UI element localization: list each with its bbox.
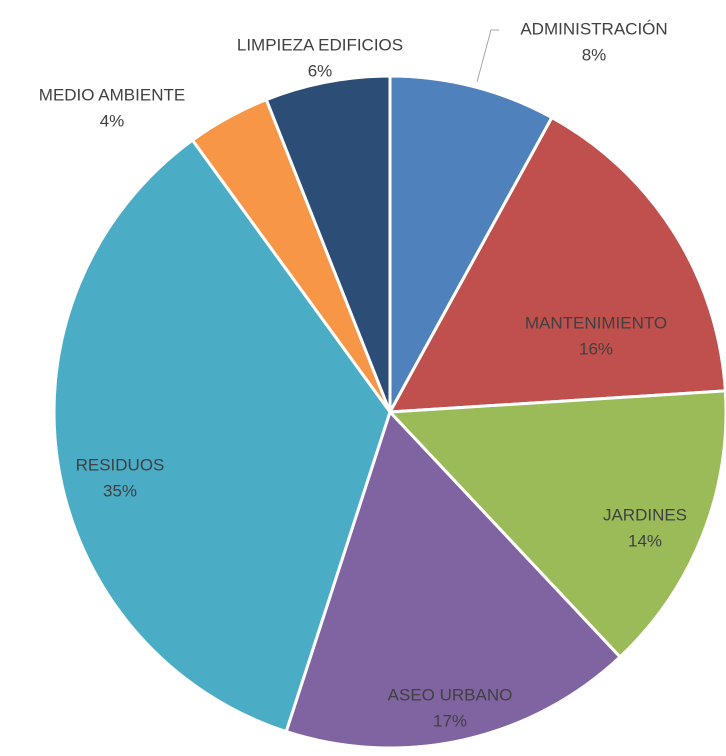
pie-slice [52, 138, 392, 734]
pie-slice [387, 115, 726, 414]
slice-value-label: 16% [579, 339, 613, 358]
slice-value-label: 14% [628, 531, 662, 550]
slice-value-label: 6% [308, 61, 333, 80]
slice-category-label: MEDIO AMBIENTE [39, 85, 185, 104]
slice-value-label: 4% [100, 111, 125, 130]
slice-value-label: 17% [433, 711, 467, 730]
slice-value-label: 8% [582, 45, 607, 64]
leader-line [476, 29, 499, 83]
slice-category-label: ADMINISTRACIÓN [520, 19, 667, 38]
slice-category-label: ASEO URBANO [388, 685, 513, 704]
pie-slice [284, 409, 623, 750]
slice-category-label: LIMPIEZA EDIFICIOS [237, 35, 403, 54]
slice-category-label: JARDINES [603, 505, 687, 524]
slice-category-label: MANTENIMIENTO [525, 313, 667, 332]
slice-value-label: 35% [103, 481, 137, 500]
pie-slice [388, 74, 554, 413]
pie-slice [264, 74, 392, 413]
slice-category-label: RESIDUOS [76, 455, 165, 474]
